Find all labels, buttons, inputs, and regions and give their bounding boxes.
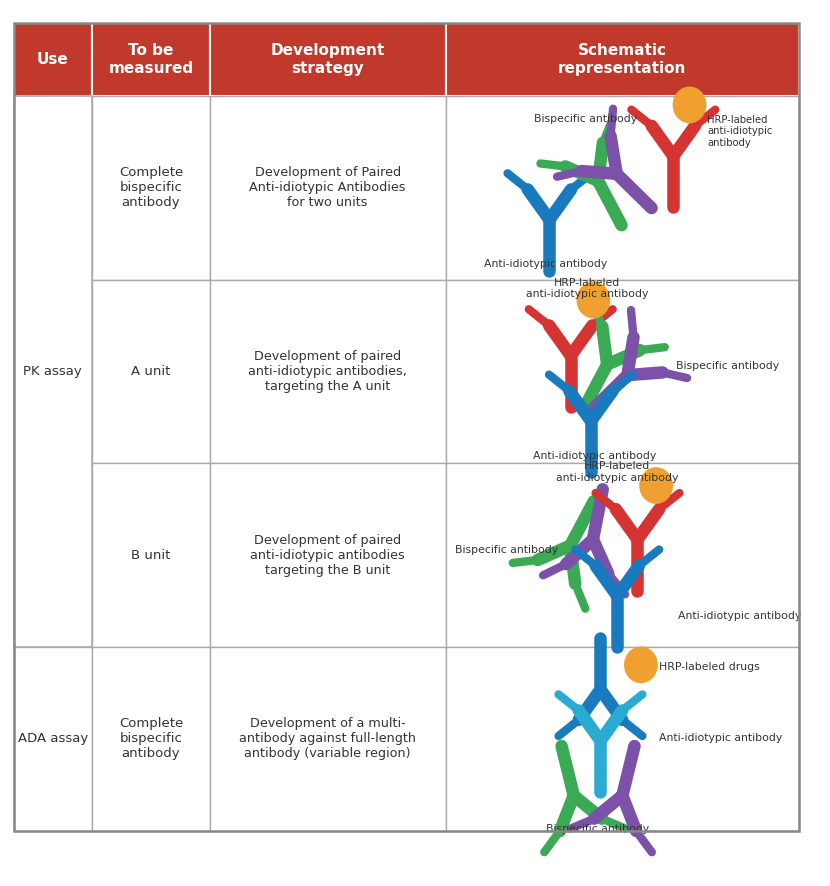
Bar <box>13 23 92 96</box>
Bar <box>13 647 92 831</box>
Text: Bispecific antibody: Bispecific antibody <box>535 114 637 124</box>
Text: ADA assay: ADA assay <box>17 733 88 745</box>
Bar <box>210 23 446 96</box>
Bar <box>13 96 92 280</box>
Bar <box>92 280 210 463</box>
Text: Bispecific antibody: Bispecific antibody <box>455 545 559 555</box>
Text: Anti-idiotypic antibody: Anti-idiotypic antibody <box>678 611 801 621</box>
Text: A unit: A unit <box>131 365 171 378</box>
Text: HRP-labeled
anti-idiotypic antibody: HRP-labeled anti-idiotypic antibody <box>556 462 678 483</box>
Circle shape <box>673 87 705 122</box>
Text: Development
strategy: Development strategy <box>271 43 385 76</box>
Bar <box>446 96 799 280</box>
Text: To be
measured: To be measured <box>109 43 193 76</box>
Bar <box>92 23 210 96</box>
Text: Schematic
representation: Schematic representation <box>558 43 686 76</box>
Circle shape <box>625 647 657 682</box>
Bar <box>92 463 210 647</box>
Bar <box>446 647 799 831</box>
Text: HRP-labeled
anti-idiotypic
antibody: HRP-labeled anti-idiotypic antibody <box>707 115 773 148</box>
Text: Complete
bispecific
antibody: Complete bispecific antibody <box>119 167 183 209</box>
Text: Anti-idiotypic antibody: Anti-idiotypic antibody <box>534 451 657 462</box>
Bar <box>13 463 92 647</box>
Bar <box>210 463 446 647</box>
Text: HRP-labeled drugs: HRP-labeled drugs <box>659 663 759 672</box>
Circle shape <box>640 468 672 503</box>
Text: Development of Paired
Anti-idiotypic Antibodies
for two units: Development of Paired Anti-idiotypic Ant… <box>250 167 406 209</box>
Text: Development of a multi-
antibody against full-length
antibody (variable region): Development of a multi- antibody against… <box>239 718 416 760</box>
Bar <box>92 647 210 831</box>
Bar <box>210 96 446 280</box>
Text: Bispecific antibody: Bispecific antibody <box>676 361 779 371</box>
Bar <box>13 280 92 463</box>
Text: HRP-labeled
anti-idiotypic antibody: HRP-labeled anti-idiotypic antibody <box>525 278 648 299</box>
Text: Bispecific antibody: Bispecific antibody <box>546 824 650 834</box>
Circle shape <box>577 283 609 318</box>
Bar <box>92 96 210 280</box>
Bar <box>210 280 446 463</box>
Text: Anti-idiotypic antibody: Anti-idiotypic antibody <box>484 259 607 268</box>
Bar <box>210 647 446 831</box>
Bar <box>446 23 799 96</box>
Text: Development of paired
anti-idiotypic antibodies,
targeting the A unit: Development of paired anti-idiotypic ant… <box>248 350 408 393</box>
Text: B unit: B unit <box>131 548 171 562</box>
Bar <box>13 96 92 647</box>
Text: PK assay: PK assay <box>23 365 82 378</box>
Bar <box>446 463 799 647</box>
Text: Development of paired
anti-idiotypic antibodies
targeting the B unit: Development of paired anti-idiotypic ant… <box>251 533 405 577</box>
Bar <box>446 280 799 463</box>
Text: Complete
bispecific
antibody: Complete bispecific antibody <box>119 718 183 760</box>
Text: Use: Use <box>37 52 69 67</box>
Text: Anti-idiotypic antibody: Anti-idiotypic antibody <box>659 733 782 743</box>
